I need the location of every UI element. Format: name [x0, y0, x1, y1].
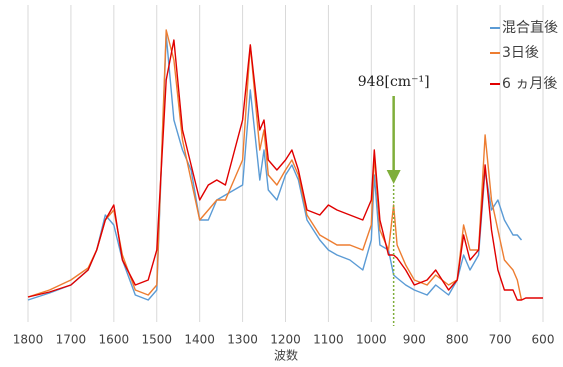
series-line [27, 34, 523, 301]
annotation-arrow-head [386, 170, 401, 184]
x-tick-label: 1800 [13, 333, 44, 347]
legend-label: 混合直後 [502, 19, 558, 36]
x-tick-label: 1700 [56, 333, 87, 347]
x-tick-label: 1200 [270, 333, 301, 347]
x-tick-label: 1100 [313, 333, 344, 347]
x-tick-label: 800 [446, 333, 469, 347]
legend: 混合直後 3日後 6 ヵ月後 [490, 19, 558, 92]
x-tick-label: 1600 [99, 333, 130, 347]
x-tick-label: 1300 [227, 333, 258, 347]
x-tick-label: 600 [532, 333, 555, 347]
x-tick-label: 1500 [141, 333, 172, 347]
series-line [27, 39, 543, 301]
legend-label: 3日後 [502, 45, 539, 61]
x-tick-label: 1400 [184, 333, 215, 347]
legend-label: 6 ヵ月後 [502, 76, 557, 92]
x-tick-label: 900 [403, 333, 426, 347]
annotation-text: 948[cm⁻¹] [358, 74, 430, 90]
x-axis-label: 波数 [274, 348, 298, 363]
x-tick-label: 700 [489, 333, 512, 347]
x-tick-label: 1000 [356, 333, 387, 347]
series-line [27, 29, 523, 301]
